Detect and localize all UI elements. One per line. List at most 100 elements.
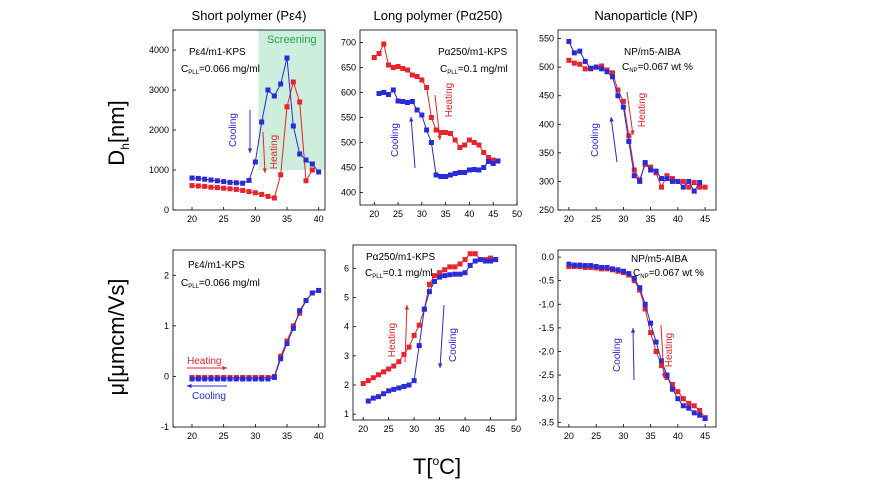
data-point-heating [697, 184, 703, 190]
x-tick-label: 40 [673, 214, 683, 224]
data-point-heating [376, 51, 382, 56]
x-tick-label: 50 [511, 424, 521, 434]
data-point-heating [202, 183, 208, 189]
data-point-cooling [648, 320, 654, 326]
data-point-cooling [214, 178, 220, 184]
series-line-cooling [568, 263, 706, 419]
x-tick-label: 25 [384, 424, 394, 434]
conc-symbol: C [365, 268, 372, 279]
data-point-cooling [488, 258, 494, 264]
data-point-cooling [221, 179, 227, 185]
y-tick-label: -3.0 [538, 394, 554, 404]
data-point-cooling [316, 169, 322, 175]
data-point-heating [428, 115, 434, 120]
data-point-heating [680, 178, 686, 184]
data-point-heating [386, 366, 392, 372]
data-point-heating [252, 190, 258, 196]
data-point-heating [659, 184, 665, 190]
y-tick-label: 2 [344, 380, 349, 390]
data-point-heating [648, 164, 654, 170]
heating-label: Heating [664, 333, 675, 367]
data-point-cooling [297, 151, 303, 157]
heating-label: Heating [387, 323, 398, 357]
data-point-cooling [376, 91, 382, 96]
data-point-heating [452, 137, 458, 143]
heating-arrowhead [262, 168, 267, 173]
x-tick-label: 30 [250, 431, 260, 441]
data-point-cooling [457, 271, 463, 277]
data-point-heating [669, 176, 675, 182]
data-point-heating [309, 167, 315, 173]
y-tick-label: 2 [164, 270, 169, 280]
data-point-heating [438, 130, 444, 135]
data-point-cooling [290, 123, 296, 129]
data-point-cooling [626, 271, 632, 277]
data-point-heating [246, 189, 252, 195]
data-point-heating [409, 72, 415, 78]
x-tick-label: 30 [409, 424, 419, 434]
y-tick-label: 500 [539, 62, 554, 72]
data-point-cooling [309, 290, 315, 296]
data-point-heating [675, 389, 681, 395]
data-point-heating [265, 193, 271, 199]
heating-arrow [404, 304, 408, 363]
data-point-heating [278, 353, 284, 359]
data-point-cooling [442, 273, 448, 279]
data-point-heating [691, 180, 697, 186]
cooling-arrowhead [609, 117, 614, 122]
y-tick-label: 5 [344, 293, 349, 303]
x-tick-label: 40 [460, 424, 470, 434]
x-tick-label: 45 [700, 214, 710, 224]
data-point-cooling [593, 64, 599, 70]
cooling-label: Cooling [390, 123, 401, 157]
data-point-cooling [477, 257, 483, 263]
data-point-cooling [381, 90, 387, 95]
data-point-cooling [566, 261, 572, 267]
cooling-arrow [410, 116, 416, 169]
data-point-cooling [686, 178, 692, 184]
data-point-heating [233, 186, 239, 192]
data-point-cooling [615, 267, 621, 273]
data-point-heating [476, 142, 482, 148]
data-point-cooling [290, 325, 296, 331]
data-point-heating [221, 185, 227, 191]
heating-arrowhead [404, 305, 410, 310]
data-point-cooling [278, 356, 284, 362]
data-point-heating [381, 41, 387, 47]
conc-value: =0.066 mg/ml [199, 278, 260, 289]
x-tick-label: 20 [564, 431, 574, 441]
sample-label: NP/m5-AIBA [624, 47, 681, 58]
data-point-heating [227, 186, 233, 192]
data-point-cooling [669, 386, 675, 392]
y-tick-label: -1.5 [538, 323, 554, 333]
data-point-cooling [697, 412, 703, 418]
data-point-cooling [400, 99, 406, 104]
data-point-cooling [252, 376, 258, 382]
data-point-cooling [395, 98, 401, 104]
x-tick-label: 35 [282, 431, 292, 441]
data-point-cooling [390, 87, 396, 93]
y-tick-label: -3.5 [538, 417, 554, 427]
data-point-cooling [411, 378, 417, 384]
data-point-heating [447, 264, 453, 270]
data-point-heating [259, 191, 265, 197]
data-point-cooling [675, 178, 681, 184]
data-point-heating [401, 351, 407, 357]
data-point-cooling [432, 278, 437, 284]
data-point-cooling [370, 395, 376, 401]
y-tick-label: 1000 [149, 165, 169, 175]
data-point-cooling [259, 376, 265, 382]
data-point-cooling [233, 180, 239, 186]
x-tick-label: 20 [358, 424, 368, 434]
data-point-cooling [433, 172, 439, 178]
data-point-cooling [227, 376, 233, 382]
heating-arrow [660, 324, 665, 379]
data-point-heating [626, 133, 632, 139]
data-point-heating [615, 87, 621, 93]
data-point-cooling [462, 170, 468, 175]
concentration-label: CNP=0.067 wt % [633, 268, 704, 280]
data-point-cooling [571, 262, 577, 268]
data-point-cooling [588, 65, 594, 71]
